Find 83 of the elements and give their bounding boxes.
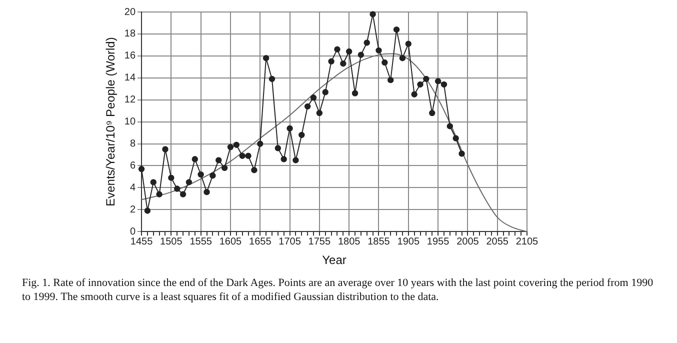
point [245,152,252,159]
point [316,110,323,116]
point [298,132,305,138]
point [268,76,276,82]
x-tick-label: 2105 [516,236,539,248]
point [417,81,424,88]
point [423,76,430,82]
point [198,171,204,178]
point [186,179,192,186]
x-tick-label: 1855 [368,236,390,248]
point [221,164,228,172]
point [162,146,168,152]
point [322,89,328,96]
point [310,94,317,101]
point [280,156,287,162]
point [364,40,370,46]
point [239,152,246,159]
point [304,103,311,110]
y-tick-label: 12 [124,94,136,106]
point [376,47,382,54]
point [434,78,442,84]
point [411,91,418,98]
point [352,90,358,96]
point [458,150,465,157]
y-axis-title: Events/Year/10⁹ People (World) [104,37,118,206]
x-tick-label: 1555 [190,236,212,248]
point [446,123,454,130]
x-tick-label: 1805 [338,236,361,248]
point [180,191,186,198]
point [204,188,210,196]
y-tick-label: 18 [124,28,136,40]
point [216,157,222,164]
point [452,135,459,142]
y-tick-label: 2 [130,204,136,216]
y-tick-label: 6 [130,160,136,172]
x-tick-label: 1455 [130,236,154,248]
point [405,40,412,47]
point [440,81,448,88]
point [382,59,388,66]
point [370,11,376,18]
y-tick-label: 16 [124,50,136,62]
point [328,58,334,65]
point [388,76,394,84]
x-tick-label: 1905 [397,236,420,248]
x-tick-label: 1505 [160,236,183,248]
x-tick-label: 1755 [308,236,331,248]
point [174,186,180,192]
point [262,55,270,62]
y-tick-label: 0 [130,226,136,238]
x-tick-label: 1655 [249,236,272,248]
point [334,46,340,52]
point [144,208,151,214]
point [192,156,198,162]
point [233,142,240,148]
y-tick-label: 14 [124,72,136,84]
x-axis-title: Year [322,253,346,268]
point [286,125,293,132]
point [257,140,264,147]
point [210,172,216,179]
point [138,166,145,172]
point [251,167,258,174]
point [150,179,156,186]
caption: Fig. 1. Rate of innovation since the end of the Dark Ages. Points are an average over 10 years with the last point covering the period from 1990 to 1999. The smooth curve is a least squares fit of a modified Gaussian distribution to the data. [22,276,654,304]
point [292,157,299,164]
x-tick-label: 2005 [456,236,480,248]
point [340,60,346,67]
point [156,191,162,198]
point [393,26,400,33]
y-tick-label: 8 [130,138,136,150]
point [227,144,234,150]
x-tick-label: 1955 [426,236,450,248]
point [274,145,282,152]
y-tick-label: 10 [124,116,136,128]
point [168,174,174,181]
point [399,55,406,62]
x-tick-label: 1605 [219,236,242,248]
x-tick-label: 1705 [278,236,302,248]
y-tick-label: 4 [130,182,136,194]
point [358,52,364,58]
y-tick-label: 20 [124,6,136,18]
point [346,48,352,55]
x-tick-label: 2055 [486,236,509,248]
point [429,110,436,116]
